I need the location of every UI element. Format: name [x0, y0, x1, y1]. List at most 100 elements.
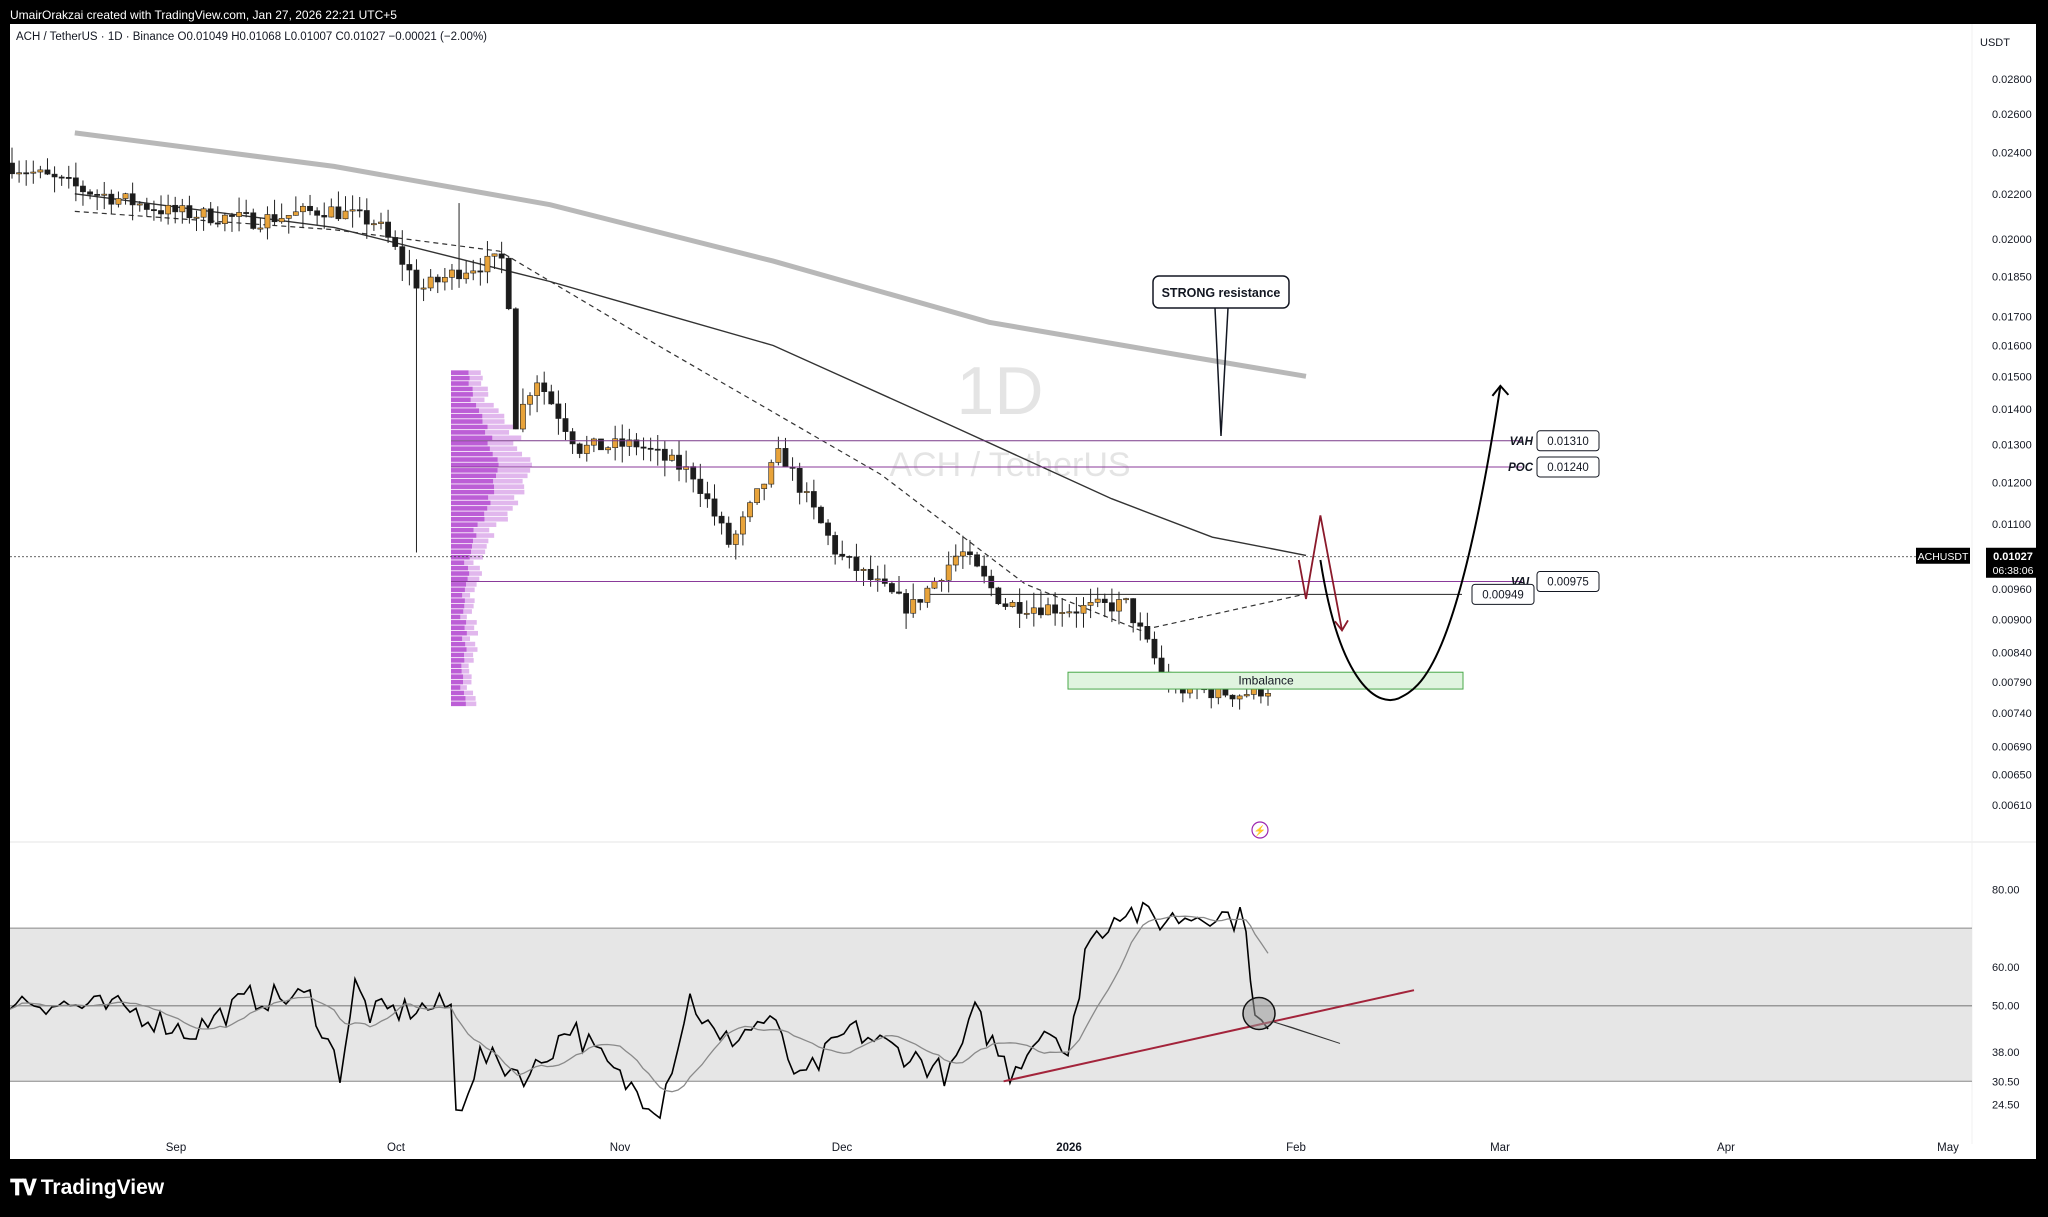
candle-body[interactable] — [172, 204, 179, 213]
candle-body[interactable] — [832, 535, 839, 555]
candle-body[interactable] — [335, 206, 342, 220]
vah-value-box[interactable] — [1536, 430, 1600, 452]
candle-body[interactable] — [80, 185, 86, 193]
candle-body[interactable] — [782, 448, 789, 468]
candle-body[interactable] — [810, 491, 817, 508]
candle-body[interactable] — [65, 177, 72, 179]
candle-body[interactable] — [697, 478, 704, 494]
candle-body[interactable] — [179, 205, 186, 213]
candle-body[interactable] — [463, 272, 470, 280]
candle-body[interactable] — [498, 253, 505, 259]
candle-body[interactable] — [385, 221, 391, 238]
candle-body[interactable] — [903, 593, 910, 614]
candle-body[interactable] — [1073, 611, 1080, 614]
candle-body[interactable] — [952, 555, 959, 566]
candle-body[interactable] — [896, 591, 902, 594]
candle-body[interactable] — [569, 431, 576, 445]
candle-body[interactable] — [981, 565, 988, 577]
candle-body[interactable] — [867, 568, 874, 580]
candle-body[interactable] — [193, 216, 200, 219]
candle-body[interactable] — [1158, 657, 1165, 673]
candle-body[interactable] — [1030, 607, 1037, 614]
candle-body[interactable] — [143, 203, 150, 210]
candle-body[interactable] — [931, 580, 938, 589]
val-value-box[interactable] — [1536, 571, 1600, 593]
candle-body[interactable] — [420, 287, 427, 290]
candle-body[interactable] — [1023, 612, 1030, 615]
resistance-callout[interactable] — [1152, 275, 1290, 309]
candle-body[interactable] — [761, 483, 768, 489]
candle-body[interactable] — [108, 193, 115, 205]
candle-body[interactable] — [392, 237, 399, 247]
candle-body[interactable] — [534, 382, 541, 396]
candle-body[interactable] — [491, 253, 498, 257]
candle-body[interactable] — [370, 223, 377, 226]
candle-body[interactable] — [58, 176, 65, 179]
candle-body[interactable] — [434, 276, 441, 283]
candle-body[interactable] — [1208, 689, 1215, 699]
candle-body[interactable] — [300, 205, 306, 213]
candle-body[interactable] — [441, 277, 448, 283]
candle-body[interactable] — [229, 214, 235, 217]
candle-body[interactable] — [129, 193, 136, 206]
candle-body[interactable] — [775, 448, 782, 463]
candle-body[interactable] — [640, 446, 647, 449]
candle-body[interactable] — [477, 270, 484, 273]
candle-body[interactable] — [654, 448, 661, 451]
candle-body[interactable] — [1265, 692, 1271, 697]
candle-body[interactable] — [278, 218, 285, 223]
candle-body[interactable] — [1087, 602, 1094, 606]
candle-body[interactable] — [37, 169, 44, 173]
candle-body[interactable] — [910, 599, 917, 614]
candle-body[interactable] — [158, 210, 164, 215]
candle-body[interactable] — [889, 583, 895, 593]
candle-body[interactable] — [449, 269, 455, 278]
candle-body[interactable] — [818, 506, 824, 524]
candle-body[interactable] — [1009, 602, 1016, 607]
candle-body[interactable] — [598, 438, 604, 451]
candle-body[interactable] — [115, 198, 122, 205]
symbol-legend[interactable]: ACH / TetherUS · 1D · Binance O0.01049 H… — [16, 31, 487, 43]
candle-body[interactable] — [796, 468, 803, 493]
candle-body[interactable] — [583, 444, 590, 454]
candle-body[interactable] — [669, 454, 675, 461]
candle-body[interactable] — [1236, 695, 1243, 700]
candle-body[interactable] — [711, 498, 718, 517]
candle-body[interactable] — [292, 211, 299, 216]
candle-body[interactable] — [768, 462, 775, 485]
candle-body[interactable] — [541, 382, 548, 392]
candle-body[interactable] — [250, 212, 257, 229]
candle-body[interactable] — [314, 210, 321, 216]
candle-body[interactable] — [1116, 599, 1122, 612]
candle-body[interactable] — [1137, 622, 1144, 627]
candle-body[interactable] — [399, 246, 406, 265]
candle-body[interactable] — [732, 533, 739, 545]
candle-body[interactable] — [363, 210, 370, 225]
candle-body[interactable] — [1002, 603, 1009, 607]
candle-body[interactable] — [1038, 607, 1044, 616]
candle-body[interactable] — [739, 516, 746, 535]
candle-body[interactable] — [747, 502, 753, 518]
candle-body[interactable] — [945, 564, 952, 581]
symbol-badge[interactable] — [1916, 547, 1970, 564]
candle-body[interactable] — [1108, 602, 1115, 612]
candle-body[interactable] — [825, 522, 831, 536]
short-projection-path[interactable] — [1297, 515, 1343, 631]
candle-body[interactable] — [1052, 604, 1059, 614]
candle-body[interactable] — [342, 210, 349, 220]
candle-body[interactable] — [967, 551, 973, 556]
candle-body[interactable] — [520, 403, 526, 430]
candle-body[interactable] — [562, 418, 569, 432]
candle-body[interactable] — [959, 551, 966, 557]
candle-body[interactable] — [1101, 598, 1108, 603]
candle-body[interactable] — [590, 438, 597, 446]
candles-group[interactable] — [10, 147, 1271, 710]
candle-body[interactable] — [690, 466, 697, 480]
candle-body[interactable] — [605, 447, 611, 451]
candle-body[interactable] — [23, 172, 30, 175]
candle-body[interactable] — [512, 308, 519, 430]
candle-body[interactable] — [307, 205, 313, 212]
candle-body[interactable] — [165, 204, 172, 215]
candle-body[interactable] — [356, 209, 363, 212]
